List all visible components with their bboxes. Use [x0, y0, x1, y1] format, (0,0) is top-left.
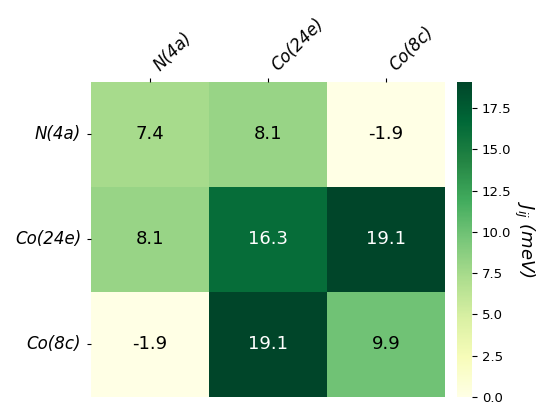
Text: 16.3: 16.3 — [248, 230, 288, 248]
Text: 19.1: 19.1 — [366, 230, 406, 248]
Y-axis label: $J_{ij}$ (meV): $J_{ij}$ (meV) — [513, 201, 537, 278]
Text: -1.9: -1.9 — [133, 336, 168, 353]
Text: 19.1: 19.1 — [248, 336, 288, 353]
Text: 7.4: 7.4 — [136, 125, 164, 143]
Text: 9.9: 9.9 — [372, 336, 400, 353]
Text: 8.1: 8.1 — [136, 230, 164, 248]
Text: 8.1: 8.1 — [254, 125, 282, 143]
Text: -1.9: -1.9 — [368, 125, 404, 143]
